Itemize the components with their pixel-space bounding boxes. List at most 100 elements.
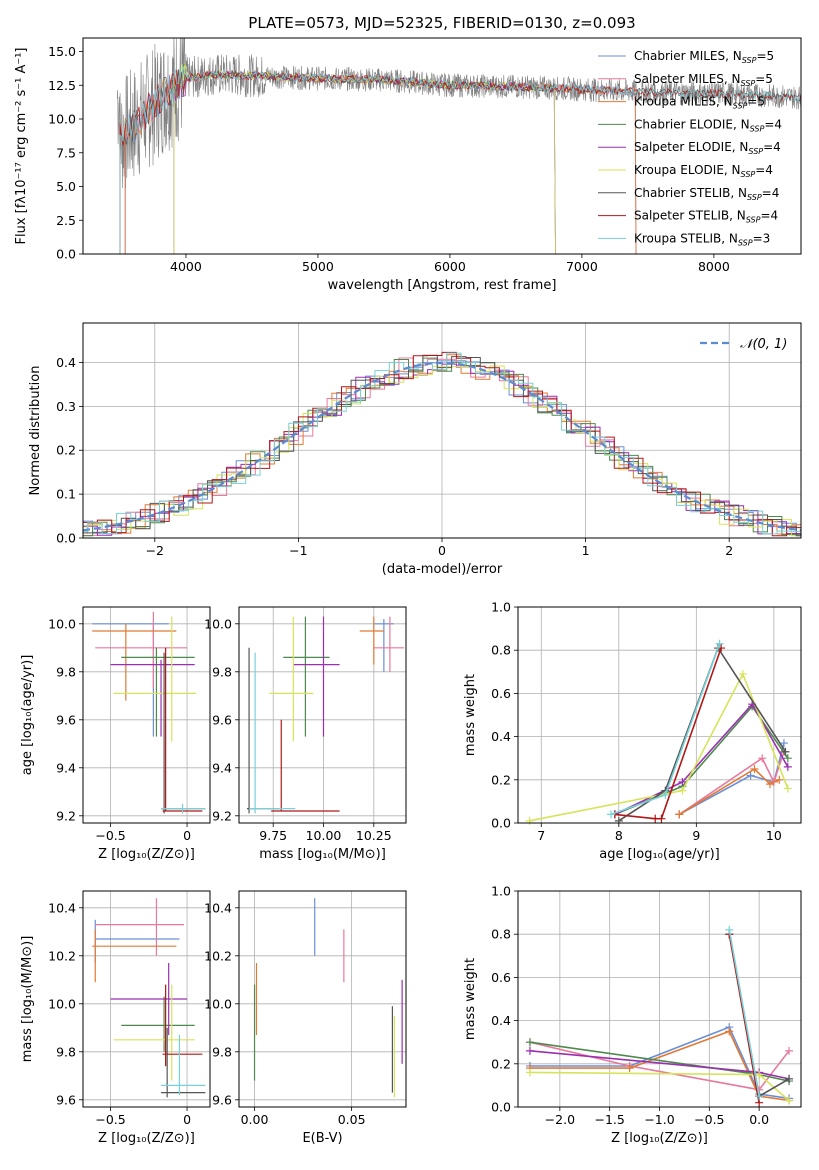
- x-tick-label: 9.75: [259, 828, 287, 843]
- legend-subscript: SSP: [738, 238, 753, 247]
- legend-suffix: =3: [753, 231, 771, 245]
- y-tick-label: 10.0: [204, 616, 232, 631]
- axes-frame: [238, 606, 407, 824]
- y-tick-label: 10.0: [48, 996, 76, 1011]
- weight-marker: [525, 1038, 534, 1047]
- weight-marker: [525, 1046, 534, 1055]
- model-line-9: [119, 66, 801, 254]
- errorbars-mass_vs_Z: [92, 898, 206, 1098]
- y-tick-label: 1.0: [491, 600, 511, 615]
- y-tick-label: 0.2: [491, 772, 511, 787]
- y-tick-label: 15.0: [48, 44, 76, 59]
- model-line-1: [124, 70, 637, 254]
- x-tick-label: 10: [766, 828, 782, 843]
- legend-label-7: Chabrier STELIB, NSSP=4: [634, 186, 779, 202]
- legend-subscript: SSP: [746, 216, 761, 225]
- y-tick-label: 10.2: [204, 948, 232, 963]
- x-tick-label: 0: [183, 1112, 191, 1127]
- y-tick-label: 0.0: [56, 247, 76, 262]
- errorbars-mass_vs_ebv: [253, 898, 403, 1098]
- y-tick-label: 7.5: [56, 145, 76, 160]
- weight-marker: [675, 810, 684, 819]
- weight-marker: [785, 1096, 794, 1105]
- legend-label-8: Salpeter STELIB, NSSP=4: [634, 209, 778, 225]
- legend-label-5: Salpeter ELODIE, NSSP=4: [634, 140, 781, 156]
- legend-subscript: SSP: [748, 147, 763, 156]
- weight-series-9: [728, 929, 760, 1097]
- weight-marker: [755, 1092, 764, 1101]
- weight-marker: [785, 1046, 794, 1055]
- legend-subscript: SSP: [741, 170, 756, 179]
- weight-marker: [783, 762, 792, 771]
- y-axis-label: mass [log₁₀(M/M⊙)]: [20, 936, 35, 1063]
- y-tick-label: 10.0: [48, 616, 76, 631]
- errorbars-age_vs_mass: [247, 616, 404, 814]
- weight-marker: [758, 754, 767, 763]
- weight-marker: [678, 777, 687, 786]
- weight-series-2: [529, 1041, 790, 1091]
- residual-legend: 𝒩(0, 1): [700, 337, 787, 352]
- weight-marker: [785, 1074, 794, 1083]
- legend-subscript: SSP: [733, 102, 748, 111]
- y-tick-label: 0.4: [56, 355, 76, 370]
- x-tick-label: 10.00: [306, 828, 342, 843]
- y-tick-label: 2.5: [56, 213, 76, 228]
- x-tick-label: 0: [183, 828, 191, 843]
- weight-marker: [738, 669, 747, 678]
- axes-spectrum: 4000 5000 6000 7000 8000 0.0 2.5 5.0 7.5 10.0 12.5…: [14, 44, 730, 293]
- legend-suffix: =5: [747, 95, 765, 109]
- legend-label-9: Kroupa STELIB, NSSP=3: [634, 231, 770, 247]
- x-axis-label: (data-model)/error: [382, 562, 503, 577]
- axes-age_vs_mass: 9.75 10.00 10.25 9.2 9.4 9.6 9.8 10.0 mass [log₁…: [204, 607, 406, 862]
- axes-frame: [82, 322, 802, 539]
- x-tick-label: 9: [692, 828, 700, 843]
- weight-marker: [607, 810, 616, 819]
- y-tick-label: 10.2: [48, 948, 76, 963]
- weight-marker: [678, 786, 687, 795]
- y-tick-label: 9.8: [56, 664, 76, 679]
- y-tick-label: 0.0: [56, 531, 76, 546]
- y-tick-label: 9.6: [56, 712, 76, 727]
- axes-frame: [82, 890, 211, 1108]
- histogram-series-9: [83, 352, 801, 535]
- legend-label-6: Kroupa ELODIE, NSSP=4: [634, 163, 773, 179]
- x-tick-label: −2.0: [545, 1112, 575, 1127]
- y-axis-label: mass weight: [463, 674, 478, 756]
- weight-series-5: [614, 702, 789, 816]
- y-tick-label: 0.3: [56, 399, 76, 414]
- legend-label-gaussian: 𝒩(0, 1): [740, 337, 787, 352]
- x-tick-label: 0: [438, 543, 446, 558]
- x-tick-label: 1: [582, 543, 590, 558]
- weight-marker: [750, 765, 759, 773]
- x-axis-label: wavelength [Angstrom, rest frame]: [328, 278, 557, 293]
- y-tick-label: 5.0: [56, 179, 76, 194]
- axes-mass_vs_ebv: 0.00 0.05 9.6 9.8 10.0 10.2 10.4 E(B-V): [204, 891, 406, 1146]
- weight-marker: [614, 816, 623, 825]
- x-tick-label: 4000: [170, 259, 202, 274]
- spectrum-legend: Chabrier MILES, NSSP=5 Salpeter MILES, NS…: [598, 49, 782, 247]
- y-tick-label: 9.4: [212, 760, 232, 775]
- legend-suffix: =4: [755, 163, 773, 177]
- y-tick-label: 0.1: [56, 487, 76, 502]
- axes-frame: [517, 890, 802, 1108]
- weight-lines-weight_vs_Z: [525, 925, 794, 1107]
- weight-marker: [746, 771, 755, 780]
- x-tick-label: 6000: [434, 259, 466, 274]
- weight-series-3: [678, 767, 780, 816]
- x-axis-label: mass [log₁₀(M/M⊙)]: [259, 847, 386, 862]
- y-axis-label: Flux [fλ10⁻¹⁷ erg cm⁻² s⁻¹ A⁻¹]: [14, 48, 29, 245]
- weight-lines-weight_vs_age: [525, 639, 792, 825]
- weight-marker: [755, 1070, 764, 1079]
- y-tick-label: 9.8: [212, 1044, 232, 1059]
- legend-subscript: SSP: [747, 193, 762, 202]
- axes-frame: [82, 37, 802, 255]
- x-tick-label: −2: [146, 543, 164, 558]
- legend-suffix: =4: [762, 186, 780, 200]
- errorbars-age_vs_Z: [92, 611, 206, 814]
- axes-weight_vs_age: 7 8 9 10 0.0 0.2 0.4 0.6 0.8 1.0 age [log₁₀(age/yr…: [463, 600, 801, 862]
- y-tick-label: 10.0: [204, 996, 232, 1011]
- legend-subscript: SSP: [742, 56, 757, 65]
- x-tick-label: −0.5: [95, 828, 125, 843]
- x-axis-label: Z [log₁₀(Z/Z⊙)]: [611, 1131, 708, 1146]
